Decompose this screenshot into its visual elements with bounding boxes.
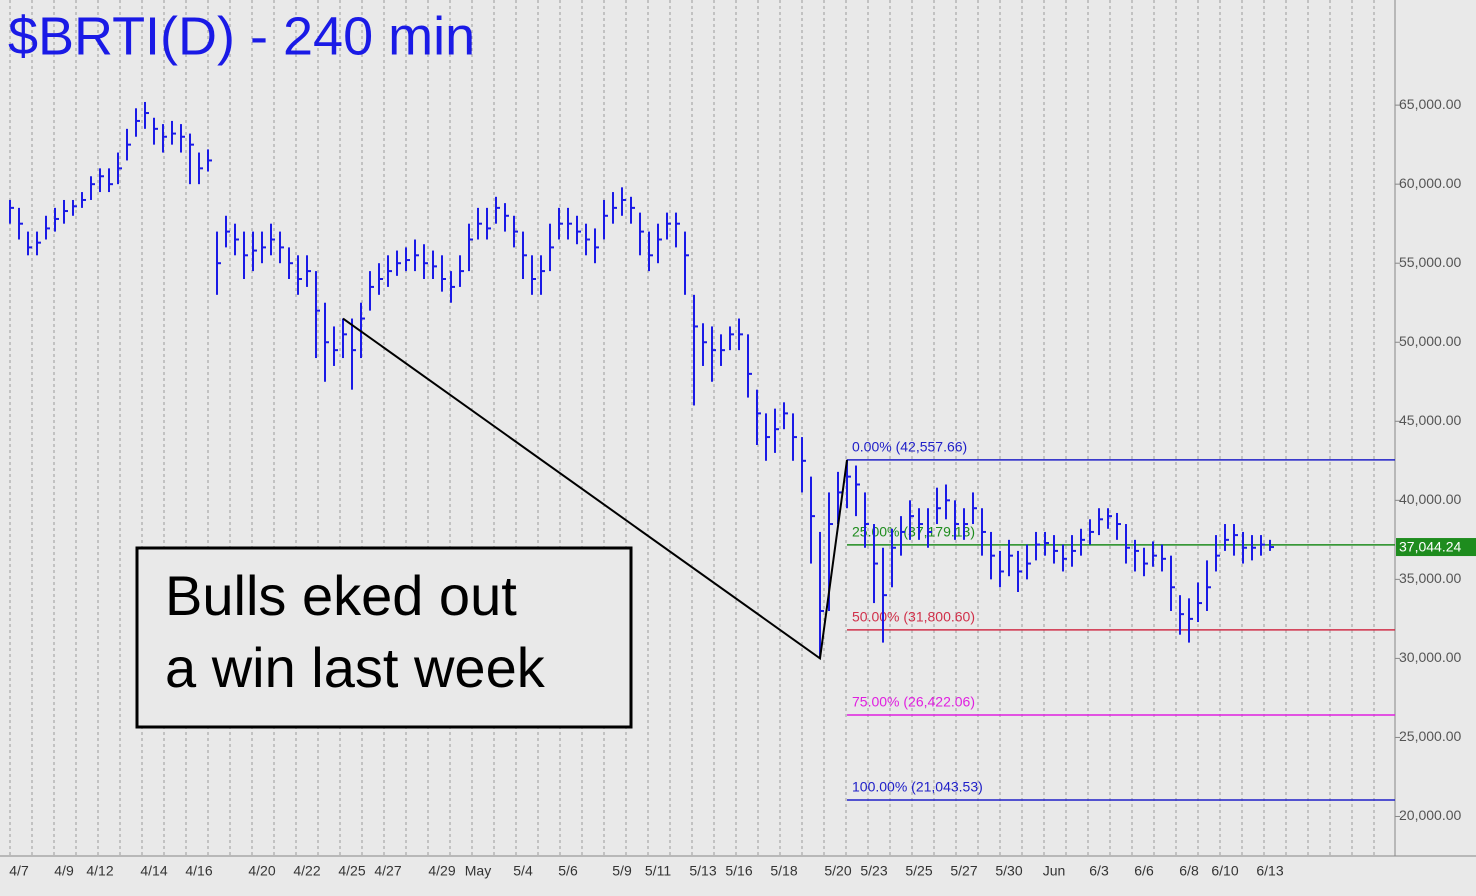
x-tick-label: 4/7: [9, 863, 29, 879]
x-tick-label: 5/9: [612, 863, 632, 879]
x-tick-label: 5/25: [905, 863, 932, 879]
x-tick-label: 4/20: [248, 863, 275, 879]
y-tick-label: 30,000.00: [1399, 649, 1461, 665]
x-tick-label: May: [465, 863, 491, 879]
x-tick-label: 5/18: [770, 863, 797, 879]
x-tick-label: 4/12: [86, 863, 113, 879]
y-tick-label: 45,000.00: [1399, 412, 1461, 428]
x-tick-label: 5/13: [689, 863, 716, 879]
level-label: 25.00% (37,179.13): [852, 524, 975, 540]
x-tick-label: 5/11: [645, 863, 671, 879]
chart-title: $BRTI(D) - 240 min: [8, 6, 475, 66]
x-tick-label: 5/4: [513, 863, 533, 879]
level-label: 75.00% (26,422.06): [852, 694, 975, 710]
y-tick-label: 65,000.00: [1399, 96, 1461, 112]
x-tick-label: 5/30: [995, 863, 1022, 879]
level-label: 100.00% (21,043.53): [852, 779, 983, 795]
x-tick-label: 4/14: [140, 863, 167, 879]
x-tick-label: 5/27: [950, 863, 977, 879]
plot: 20,000.00 25,000.00 30,000.00 35,000.00 40,0…: [9, 96, 1461, 879]
y-tick-label: 55,000.00: [1399, 254, 1461, 270]
x-tick-label: 6/10: [1211, 863, 1238, 879]
x-tick-label: 5/6: [558, 863, 578, 879]
x-tick-label: 5/16: [725, 863, 752, 879]
y-tick-label: 35,000.00: [1399, 570, 1461, 586]
x-tick-label: 4/25: [338, 863, 365, 879]
trendline: [342, 317, 848, 661]
x-tick-label: 5/20: [824, 863, 851, 879]
annotation-box: [135, 546, 633, 729]
x-tick-label: 6/3: [1089, 863, 1109, 879]
x-tick-label: 4/16: [185, 863, 212, 879]
y-tick-label: 20,000.00: [1399, 807, 1461, 823]
y-tick-label: 25,000.00: [1399, 728, 1461, 744]
y-tick-label: 60,000.00: [1399, 175, 1461, 191]
x-tick-label: 6/8: [1179, 863, 1199, 879]
x-tick-label: 4/9: [54, 863, 74, 879]
level-label: 50.00% (31,800.60): [852, 609, 975, 625]
x-tick-label: 6/6: [1134, 863, 1154, 879]
x-tick-label: Jun: [1043, 863, 1066, 879]
last-price-box: [1396, 538, 1476, 557]
annotation-text: a win last week: [165, 636, 546, 699]
x-tick-label: 6/13: [1256, 863, 1283, 879]
x-tick-label: 4/29: [428, 863, 455, 879]
y-tick-label: 40,000.00: [1399, 491, 1461, 507]
x-tick-label: 4/22: [293, 863, 320, 879]
last-price-label: 37,044.24: [1399, 539, 1461, 555]
y-tick-label: 50,000.00: [1399, 333, 1461, 349]
x-tick-label: 4/27: [374, 863, 401, 879]
annotation-text: Bulls eked out: [165, 564, 517, 627]
x-tick-label: 5/23: [860, 863, 887, 879]
level-label: 0.00% (42,557.66): [852, 439, 967, 455]
